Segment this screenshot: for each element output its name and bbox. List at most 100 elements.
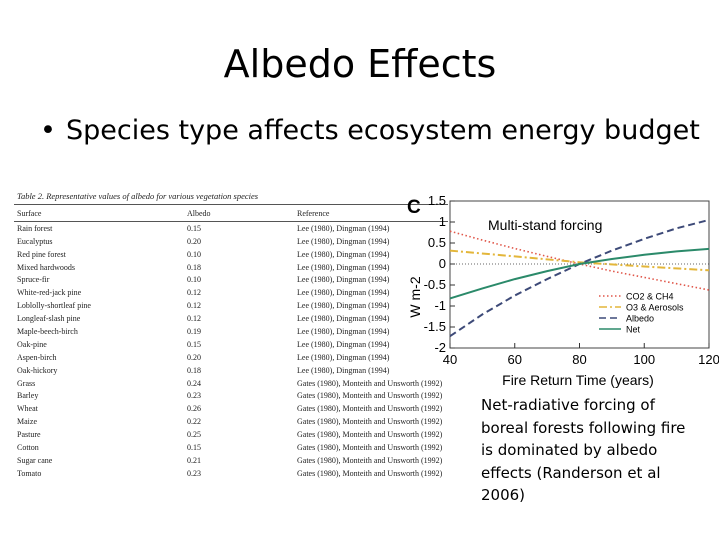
table-row: Rain forest 0.15 Lee (1980), Dingman (1994… — [14, 223, 448, 236]
table-row: Red pine forest 0.10 Lee (1980), Dingman (… — [14, 249, 448, 262]
cell-albedo: 0.12 — [187, 301, 201, 311]
chart-y-axis-label: W m-2 — [407, 276, 423, 317]
cell-reference: Gates (1980), Monteith and Unsworth (199… — [297, 443, 443, 453]
cell-albedo: 0.15 — [187, 339, 201, 349]
cell-reference: Gates (1980), Monteith and Unsworth (199… — [297, 455, 443, 465]
cell-reference: Lee (1980), Dingman (1994) — [297, 236, 390, 246]
legend-label: Albedo — [626, 314, 654, 324]
x-tick-label: 80 — [572, 352, 586, 367]
chart-panel-label: C — [407, 197, 421, 218]
cell-reference: Lee (1980), Dingman (1994) — [297, 339, 390, 349]
cell-reference: Lee (1980), Dingman (1994) — [297, 223, 390, 233]
table-caption: Table 2. Representative values of albedo… — [17, 191, 259, 201]
figure-caption: Net-radiative forcing of boreal forests … — [481, 394, 717, 507]
cell-reference: Gates (1980), Monteith and Unsworth (199… — [297, 378, 443, 388]
cell-surface: Maize — [17, 417, 37, 427]
cell-albedo: 0.24 — [187, 378, 201, 388]
table-rule — [14, 204, 448, 205]
series-line-1 — [449, 249, 710, 272]
cell-reference: Lee (1980), Dingman (1994) — [297, 352, 390, 362]
albedo-table: Table 2. Representative values of albedo… — [14, 190, 448, 512]
cell-surface: Spruce-fir — [17, 275, 50, 285]
cell-surface: Mixed hardwoods — [17, 262, 75, 272]
cell-reference: Gates (1980), Monteith and Unsworth (199… — [297, 417, 443, 427]
legend-label: Net — [626, 325, 641, 335]
cell-reference: Gates (1980), Monteith and Unsworth (199… — [297, 430, 443, 440]
cell-surface: Oak-pine — [17, 339, 47, 349]
cell-albedo: 0.26 — [187, 404, 201, 414]
cell-albedo: 0.20 — [187, 236, 201, 246]
header-albedo: Albedo — [187, 209, 211, 218]
table-row: Loblolly-shortleaf pine 0.12 Lee (1980), D… — [14, 300, 448, 313]
cell-surface: Red pine forest — [17, 249, 66, 259]
cell-albedo: 0.21 — [187, 455, 201, 465]
table-row: Cotton 0.15 Gates (1980), Monteith and Uns… — [14, 442, 448, 455]
cell-albedo: 0.18 — [187, 365, 201, 375]
cell-albedo: 0.23 — [187, 391, 201, 401]
x-tick-label: 100 — [633, 352, 655, 367]
cell-surface: Rain forest — [17, 223, 53, 233]
cell-reference: Gates (1980), Monteith and Unsworth (199… — [297, 404, 443, 414]
slide-title: Albedo Effects — [223, 42, 497, 86]
table-header-row: Surface Albedo Reference — [14, 208, 448, 222]
cell-surface: Longleaf-slash pine — [17, 314, 81, 324]
cell-surface: Pasture — [17, 430, 41, 440]
cell-albedo: 0.25 — [187, 430, 201, 440]
cell-surface: Cotton — [17, 443, 39, 453]
y-tick-label: -1.5 — [424, 319, 446, 334]
cell-reference: Lee (1980), Dingman (1994) — [297, 288, 390, 298]
cell-albedo: 0.10 — [187, 249, 201, 259]
cell-albedo: 0.15 — [187, 443, 201, 453]
x-tick-label: 40 — [443, 352, 457, 367]
series-line-3 — [449, 247, 710, 300]
table-row: Pasture 0.25 Gates (1980), Monteith and Un… — [14, 429, 448, 442]
cell-surface: Aspen-birch — [17, 352, 57, 362]
table-row: Aspen-birch 0.20 Lee (1980), Dingman (1994… — [14, 352, 448, 365]
table-row: Mixed hardwoods 0.18 Lee (1980), Dingman (… — [14, 262, 448, 275]
cell-albedo: 0.10 — [187, 275, 201, 285]
series-line-0 — [449, 230, 710, 291]
caption-line: boreal forests following fire — [481, 418, 686, 437]
cell-surface: Sugar cane — [17, 455, 53, 465]
cell-albedo: 0.23 — [187, 468, 201, 478]
chart-title: Multi-stand forcing — [488, 217, 602, 233]
table-row: Tomato 0.23 Gates (1980), Monteith and Uns… — [14, 468, 448, 481]
caption-line: Net-radiative forcing of — [481, 396, 655, 414]
bullet-text: Species type affects ecosystem energy bu… — [66, 115, 700, 146]
table-row: Longleaf-slash pine 0.12 Lee (1980), Dingm… — [14, 313, 448, 326]
cell-albedo: 0.19 — [187, 327, 201, 337]
chart-series-group — [449, 218, 710, 338]
cell-albedo: 0.22 — [187, 417, 201, 427]
y-tick-label: 1 — [439, 214, 446, 229]
header-surface: Surface — [17, 209, 42, 218]
cell-reference: Gates (1980), Monteith and Unsworth (199… — [297, 468, 443, 478]
bullet-dot-icon: • — [40, 115, 56, 146]
table-body: Rain forest 0.15 Lee (1980), Dingman (1994… — [14, 223, 448, 481]
x-tick-label: 60 — [508, 352, 522, 367]
cell-albedo: 0.12 — [187, 288, 201, 298]
caption-line: 2006) — [481, 486, 526, 504]
chart-x-axis-label: Fire Return Time (years) — [502, 372, 654, 388]
y-tick-label: 0 — [439, 256, 446, 271]
caption-line: effects (Randerson et al — [481, 463, 661, 482]
cell-albedo: 0.20 — [187, 352, 201, 362]
cell-surface: Eucalyptus — [17, 236, 53, 246]
caption-line: is dominated by albedo — [481, 441, 658, 459]
cell-surface: Oak-hickory — [17, 365, 58, 375]
cell-reference: Lee (1980), Dingman (1994) — [297, 365, 390, 375]
cell-reference: Lee (1980), Dingman (1994) — [297, 301, 390, 311]
cell-reference: Lee (1980), Dingman (1994) — [297, 275, 390, 285]
cell-surface: Maple-beech-birch — [17, 327, 78, 337]
cell-surface: Tomato — [17, 468, 42, 478]
cell-reference: Lee (1980), Dingman (1994) — [297, 314, 390, 324]
chart-ticks-group: 1.5 1 0.5 0 -0.5 -1 -1.5 -240 60 80 100 120 — [424, 193, 719, 367]
table-row: Grass 0.24 Gates (1980), Monteith and Unsw… — [14, 378, 448, 391]
cell-surface: White-red-jack pine — [17, 288, 82, 298]
table-row: Spruce-fir 0.10 Lee (1980), Dingman (1994) — [14, 274, 448, 287]
table-row: Sugar cane 0.21 Gates (1980), Monteith and… — [14, 455, 448, 468]
y-tick-label: -1 — [434, 298, 446, 313]
table-row: Eucalyptus 0.20 Lee (1980), Dingman (1994) — [14, 236, 448, 249]
y-tick-label: -2 — [434, 340, 446, 355]
series-line-2 — [449, 218, 710, 338]
y-tick-label: 1.5 — [428, 193, 446, 208]
